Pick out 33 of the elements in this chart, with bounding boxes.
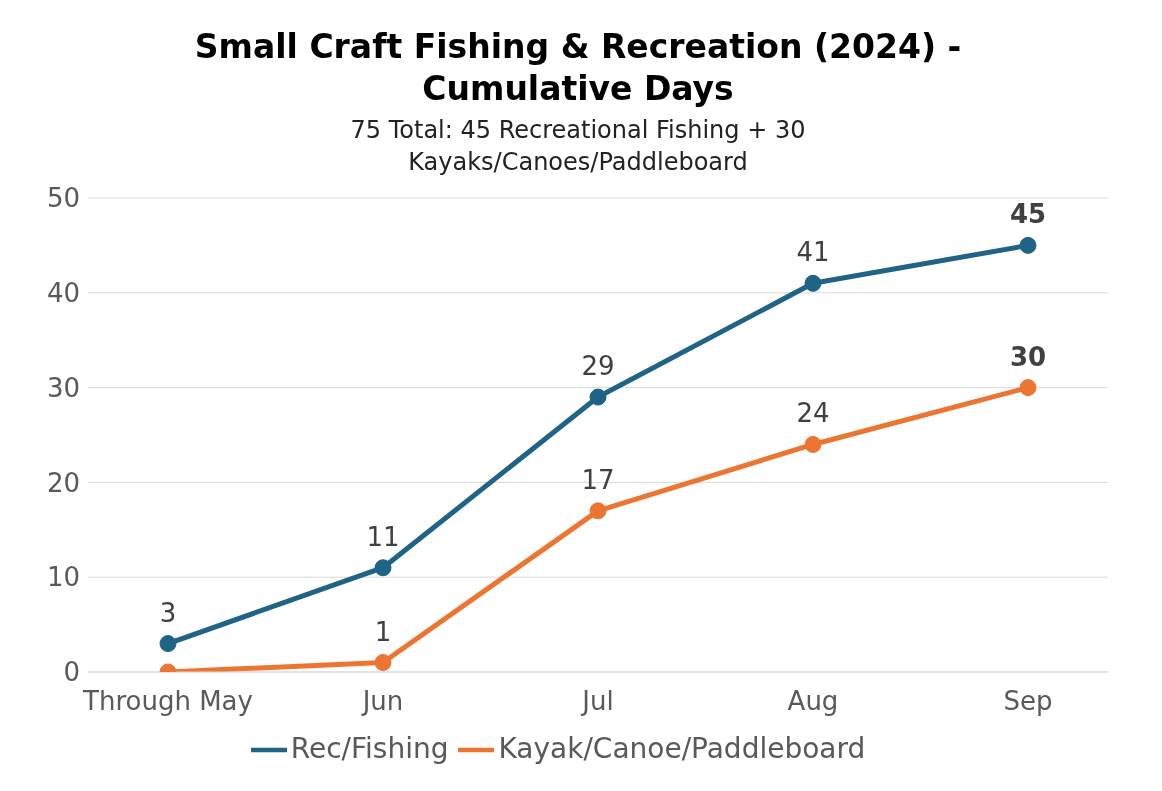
legend-label: Rec/Fishing (290, 732, 449, 765)
y-tick-label: 50 (46, 183, 80, 214)
point (159, 635, 177, 653)
data-label: 45 (1009, 199, 1047, 230)
point (804, 435, 822, 453)
data-label: 24 (796, 398, 830, 429)
data-label: 17 (581, 464, 615, 495)
y-tick-label: 40 (46, 278, 80, 309)
data-label: 29 (581, 351, 615, 382)
data-label: 30 (1009, 341, 1047, 372)
x-tick-label: Jun (360, 686, 404, 717)
point (589, 388, 607, 406)
data-label: 11 (366, 521, 400, 552)
y-tick-label: 0 (63, 657, 80, 688)
x-tick-label: Through May (82, 686, 253, 717)
y-tick-label: 30 (46, 372, 80, 403)
point (1019, 379, 1037, 397)
x-tick-label: Aug (787, 686, 839, 717)
point (589, 502, 607, 520)
legend-label: Kayak/Canoe/Paddleboard (498, 732, 866, 765)
point (374, 559, 392, 577)
point (804, 274, 822, 292)
y-tick-label: 10 (46, 562, 80, 593)
point (1019, 236, 1037, 254)
y-tick-label: 20 (46, 467, 80, 498)
data-label: 3 (159, 597, 177, 628)
chart-subtitle: 75 Total: 45 Recreational Fishing + 30 Kayaks/Canoes/Paddleboard (349, 115, 807, 178)
point (374, 654, 392, 672)
x-tick-label: Sep (1003, 686, 1053, 717)
x-tick-label: Jul (580, 686, 614, 717)
chart-title: Small Craft Fishing & Recreation (2024) - Cumulative Days (193, 26, 963, 110)
data-label: 41 (796, 237, 830, 268)
data-label: 1 (374, 616, 392, 647)
